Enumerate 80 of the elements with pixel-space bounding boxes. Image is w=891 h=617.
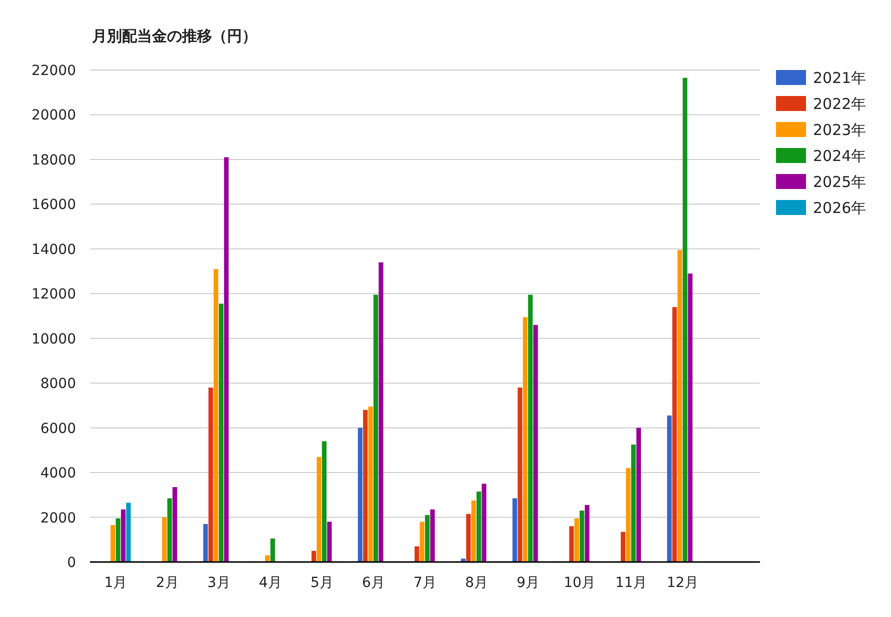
bar bbox=[620, 532, 626, 562]
x-tick-label: 11月 bbox=[615, 575, 648, 591]
bar bbox=[162, 517, 167, 562]
x-tick-label: 7月 bbox=[414, 575, 436, 591]
y-tick-label: 8000 bbox=[40, 376, 76, 392]
bar bbox=[120, 509, 126, 562]
bar bbox=[574, 518, 580, 562]
y-tick-label: 20000 bbox=[31, 108, 76, 124]
bar bbox=[580, 510, 584, 562]
bar bbox=[584, 504, 590, 562]
bar bbox=[636, 428, 641, 562]
y-tick-label: 18000 bbox=[31, 152, 76, 168]
bar bbox=[569, 526, 574, 562]
bar bbox=[672, 307, 677, 562]
bar bbox=[116, 518, 120, 562]
bar bbox=[208, 388, 214, 562]
bar bbox=[368, 406, 373, 562]
x-tick-label: 8月 bbox=[465, 575, 488, 591]
bar bbox=[682, 78, 688, 562]
bar bbox=[373, 294, 378, 562]
bar bbox=[126, 502, 131, 562]
bar bbox=[533, 324, 538, 562]
bar bbox=[466, 514, 471, 562]
bar bbox=[172, 487, 178, 562]
x-tick-label: 3月 bbox=[207, 575, 230, 591]
y-tick-label: 2000 bbox=[40, 510, 76, 526]
legend-label: 2021年 bbox=[813, 69, 866, 87]
bar bbox=[677, 250, 682, 562]
legend-label: 2026年 bbox=[813, 199, 866, 217]
bar bbox=[203, 524, 208, 562]
bar bbox=[218, 304, 224, 562]
bar bbox=[167, 498, 172, 562]
bar bbox=[265, 555, 270, 562]
legend-label: 2023年 bbox=[813, 121, 866, 139]
bar bbox=[476, 492, 482, 562]
bar bbox=[626, 468, 631, 562]
y-tick-label: 12000 bbox=[31, 286, 76, 303]
bar bbox=[378, 262, 384, 562]
bar bbox=[667, 416, 672, 562]
y-tick-label: 4000 bbox=[40, 466, 76, 482]
x-tick-label: 6月 bbox=[362, 575, 385, 591]
x-tick-label: 12月 bbox=[666, 575, 699, 591]
bar bbox=[420, 522, 424, 562]
x-tick-label: 1月 bbox=[104, 575, 128, 591]
x-tick-label: 2月 bbox=[156, 575, 179, 591]
bar bbox=[312, 550, 316, 562]
bar bbox=[471, 500, 476, 562]
x-tick-label: 5月 bbox=[310, 575, 334, 591]
legend-label: 2025年 bbox=[813, 173, 866, 191]
bar bbox=[214, 269, 218, 562]
bar bbox=[316, 456, 322, 562]
y-tick-label: 22000 bbox=[31, 63, 76, 79]
bar bbox=[528, 294, 533, 562]
y-tick-label: 10000 bbox=[31, 331, 76, 348]
bar bbox=[327, 522, 332, 562]
bar bbox=[322, 441, 327, 562]
bar bbox=[110, 525, 116, 562]
legend-label: 2022年 bbox=[813, 95, 866, 113]
bar bbox=[430, 509, 435, 562]
x-tick-label: 9月 bbox=[516, 575, 540, 591]
bar bbox=[688, 274, 692, 562]
bar bbox=[518, 388, 522, 562]
bar bbox=[631, 444, 636, 562]
bar bbox=[414, 546, 420, 562]
legend-label: 2024年 bbox=[813, 147, 866, 165]
chart-title: 月別配当金の推移（円） bbox=[91, 27, 257, 45]
x-tick-label: 10月 bbox=[564, 575, 596, 591]
y-tick-label: 14000 bbox=[31, 242, 76, 258]
y-tick-label: 0 bbox=[67, 555, 76, 571]
bar bbox=[482, 484, 486, 562]
bar bbox=[270, 538, 275, 562]
bar bbox=[522, 317, 528, 562]
bar bbox=[425, 515, 430, 562]
bar bbox=[224, 157, 229, 562]
x-tick-label: 4月 bbox=[258, 575, 282, 591]
bar bbox=[363, 410, 368, 562]
y-tick-label: 6000 bbox=[40, 420, 76, 437]
bar bbox=[512, 498, 518, 562]
y-tick-label: 16000 bbox=[31, 197, 76, 214]
bar bbox=[358, 428, 362, 562]
